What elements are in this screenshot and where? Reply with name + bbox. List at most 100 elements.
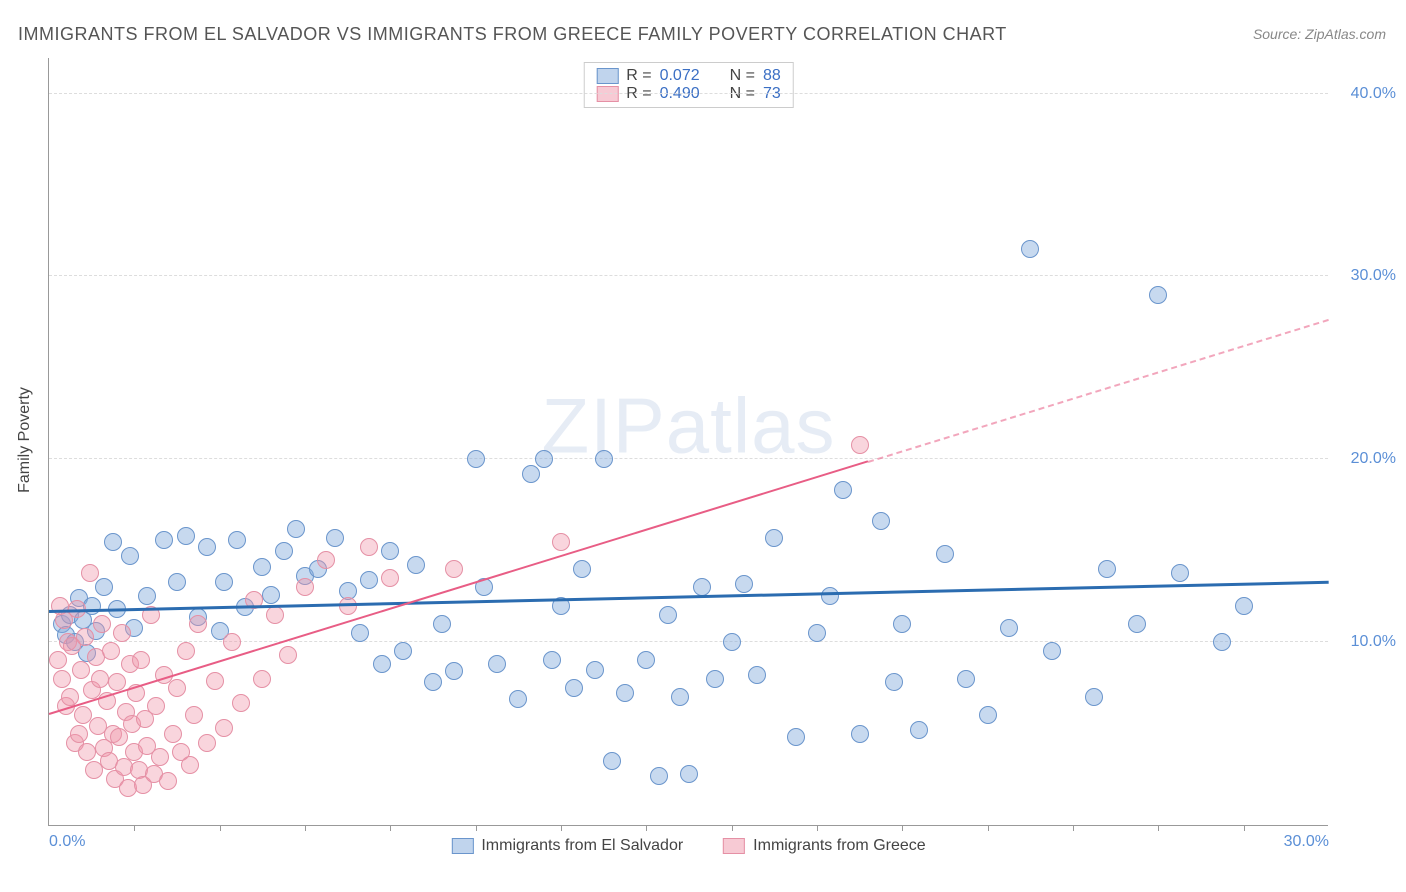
- chart-title: IMMIGRANTS FROM EL SALVADOR VS IMMIGRANT…: [18, 24, 1007, 45]
- data-point: [1098, 560, 1116, 578]
- data-point: [1085, 688, 1103, 706]
- data-point: [232, 694, 250, 712]
- trend-line: [868, 318, 1329, 462]
- n-label: N =: [730, 85, 755, 103]
- data-point: [155, 531, 173, 549]
- data-point: [851, 436, 869, 454]
- data-point: [1149, 286, 1167, 304]
- data-point: [215, 573, 233, 591]
- gridline: [49, 275, 1328, 276]
- data-point: [834, 481, 852, 499]
- n-label: N =: [730, 67, 755, 85]
- correlation-legend: R = 0.072 N = 88 R = 0.490 N = 73: [583, 62, 794, 108]
- data-point: [253, 670, 271, 688]
- data-point: [198, 734, 216, 752]
- data-point: [95, 578, 113, 596]
- series-name: Immigrants from Greece: [753, 837, 925, 855]
- data-point: [253, 558, 271, 576]
- data-point: [1213, 633, 1231, 651]
- data-point: [407, 556, 425, 574]
- x-tick: [1158, 825, 1159, 831]
- data-point: [132, 651, 150, 669]
- data-point: [586, 661, 604, 679]
- swatch-icon: [451, 838, 473, 854]
- data-point: [1171, 564, 1189, 582]
- data-point: [723, 633, 741, 651]
- x-tick: [390, 825, 391, 831]
- legend-item-series-2: Immigrants from Greece: [723, 837, 925, 855]
- data-point: [151, 748, 169, 766]
- data-point: [296, 578, 314, 596]
- r-label: R =: [626, 67, 651, 85]
- y-tick-label: 30.0%: [1351, 267, 1396, 285]
- data-point: [509, 690, 527, 708]
- data-point: [573, 560, 591, 578]
- data-point: [351, 624, 369, 642]
- data-point: [1021, 240, 1039, 258]
- data-point: [445, 560, 463, 578]
- data-point: [215, 719, 233, 737]
- data-point: [748, 666, 766, 684]
- x-tick-label: 30.0%: [1284, 833, 1329, 851]
- data-point: [650, 767, 668, 785]
- swatch-icon: [596, 68, 618, 84]
- data-point: [49, 651, 67, 669]
- data-point: [53, 670, 71, 688]
- data-point: [680, 765, 698, 783]
- data-point: [872, 512, 890, 530]
- data-point: [76, 628, 94, 646]
- data-point: [595, 450, 613, 468]
- data-point: [979, 706, 997, 724]
- swatch-icon: [596, 86, 618, 102]
- legend-row-series-1: R = 0.072 N = 88: [596, 67, 781, 85]
- x-tick: [305, 825, 306, 831]
- data-point: [467, 450, 485, 468]
- gridline: [49, 93, 1328, 94]
- data-point: [373, 655, 391, 673]
- trend-line: [49, 581, 1329, 613]
- x-tick: [134, 825, 135, 831]
- data-point: [936, 545, 954, 563]
- data-point: [637, 651, 655, 669]
- gridline: [49, 458, 1328, 459]
- data-point: [177, 527, 195, 545]
- data-point: [603, 752, 621, 770]
- data-point: [228, 531, 246, 549]
- data-point: [381, 542, 399, 560]
- data-point: [185, 706, 203, 724]
- data-point: [279, 646, 297, 664]
- data-point: [1128, 615, 1146, 633]
- data-point: [488, 655, 506, 673]
- data-point: [70, 725, 88, 743]
- data-point: [565, 679, 583, 697]
- data-point: [1235, 597, 1253, 615]
- data-point: [535, 450, 553, 468]
- data-point: [424, 673, 442, 691]
- legend-item-series-1: Immigrants from El Salvador: [451, 837, 683, 855]
- data-point: [102, 642, 120, 660]
- data-point: [326, 529, 344, 547]
- data-point: [317, 551, 335, 569]
- data-point: [262, 586, 280, 604]
- data-point: [72, 661, 90, 679]
- x-tick: [561, 825, 562, 831]
- data-point: [121, 547, 139, 565]
- series-name: Immigrants from El Salvador: [481, 837, 683, 855]
- data-point: [735, 575, 753, 593]
- data-point: [543, 651, 561, 669]
- data-point: [223, 633, 241, 651]
- data-point: [910, 721, 928, 739]
- data-point: [168, 679, 186, 697]
- data-point: [552, 533, 570, 551]
- data-point: [659, 606, 677, 624]
- y-tick-label: 20.0%: [1351, 450, 1396, 468]
- x-tick-label: 0.0%: [49, 833, 85, 851]
- swatch-icon: [723, 838, 745, 854]
- data-point: [787, 728, 805, 746]
- x-tick: [1073, 825, 1074, 831]
- data-point: [93, 615, 111, 633]
- data-point: [266, 606, 284, 624]
- data-point: [445, 662, 463, 680]
- data-point: [671, 688, 689, 706]
- data-point: [198, 538, 216, 556]
